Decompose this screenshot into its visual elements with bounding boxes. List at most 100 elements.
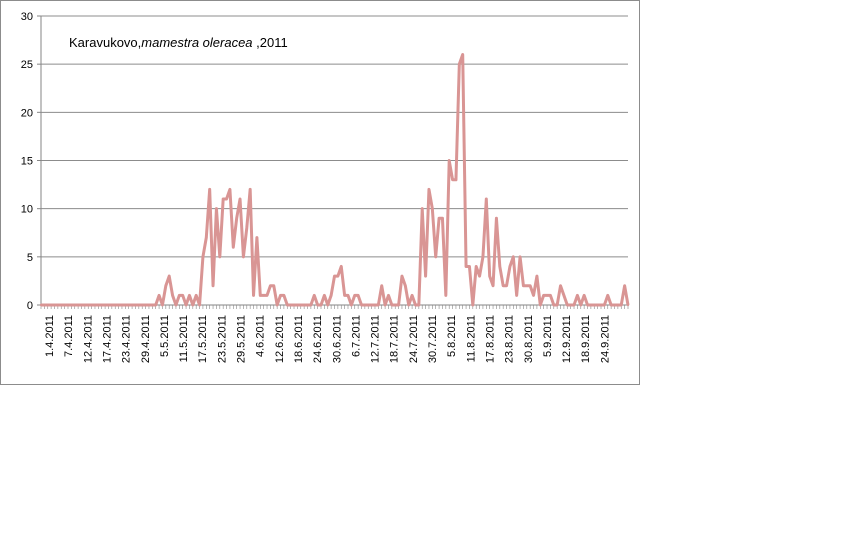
data-point bbox=[336, 274, 340, 278]
data-point bbox=[397, 303, 400, 307]
x-tick-label: 12.6.2011 bbox=[274, 315, 286, 363]
data-point bbox=[235, 217, 238, 220]
data-point bbox=[93, 303, 97, 307]
data-point bbox=[434, 255, 437, 259]
data-point bbox=[566, 303, 569, 307]
data-point bbox=[198, 303, 201, 307]
data-point bbox=[76, 303, 80, 307]
data-point bbox=[265, 294, 269, 297]
data-point bbox=[626, 303, 630, 307]
data-point bbox=[218, 255, 221, 259]
data-point bbox=[343, 294, 346, 297]
data-point bbox=[383, 303, 387, 307]
data-point bbox=[56, 303, 60, 307]
x-tick-label: 6.7.2011 bbox=[350, 315, 362, 357]
data-point bbox=[596, 303, 599, 307]
data-point bbox=[424, 274, 427, 278]
data-point bbox=[505, 284, 508, 287]
data-point bbox=[286, 303, 289, 307]
data-point bbox=[127, 303, 130, 307]
data-point bbox=[329, 294, 333, 297]
data-point bbox=[103, 303, 107, 307]
data-point bbox=[272, 284, 275, 287]
data-point bbox=[623, 284, 626, 287]
chart-title-suffix: ,2011 bbox=[253, 35, 288, 50]
data-point bbox=[259, 294, 262, 297]
line-chart: 0 5 10 15 20 25 30 1.4.2011 7.4.2011 12.4.2011 17… bbox=[21, 11, 630, 363]
data-point bbox=[542, 294, 545, 297]
data-point bbox=[120, 303, 124, 307]
data-point bbox=[417, 303, 421, 307]
y-tick-label: 10 bbox=[21, 204, 33, 216]
data-point bbox=[70, 303, 73, 307]
data-point bbox=[46, 303, 49, 307]
data-point bbox=[144, 303, 147, 307]
data-point bbox=[448, 159, 451, 162]
data-point bbox=[282, 294, 286, 297]
data-point bbox=[360, 303, 363, 307]
data-point bbox=[60, 303, 63, 307]
data-point bbox=[117, 303, 120, 307]
data-point bbox=[613, 303, 616, 307]
y-tick-label: 5 bbox=[27, 252, 33, 264]
data-point bbox=[532, 294, 535, 297]
data-point bbox=[191, 303, 195, 307]
x-tick-label: 24.7.2011 bbox=[408, 315, 420, 363]
data-point bbox=[491, 284, 495, 287]
chart-title-prefix: Karavukovo, bbox=[69, 35, 141, 50]
data-point bbox=[441, 217, 444, 220]
data-point bbox=[313, 294, 316, 297]
data-point bbox=[167, 274, 171, 278]
chart-title: Karavukovo,mamestra oleracea ,2011 bbox=[69, 35, 288, 50]
data-point bbox=[512, 255, 515, 259]
data-point bbox=[184, 303, 188, 307]
data-point bbox=[373, 303, 377, 307]
data-point bbox=[151, 303, 154, 307]
y-tick-label: 0 bbox=[27, 300, 33, 312]
data-point bbox=[245, 226, 248, 230]
data-point bbox=[43, 303, 46, 307]
y-tick-label: 25 bbox=[21, 59, 33, 71]
data-point bbox=[454, 178, 458, 181]
x-tick-label: 7.4.2011 bbox=[63, 315, 75, 357]
x-tick-label: 23.4.2011 bbox=[121, 315, 133, 363]
data-point bbox=[620, 303, 623, 307]
data-point bbox=[252, 294, 255, 297]
x-tick-label: 18.9.2011 bbox=[580, 315, 592, 363]
data-point bbox=[603, 303, 606, 307]
data-point bbox=[296, 303, 299, 307]
data-point bbox=[87, 303, 90, 307]
data-point bbox=[356, 294, 360, 297]
data-point bbox=[306, 303, 309, 307]
data-point bbox=[232, 246, 235, 249]
data-point bbox=[539, 303, 542, 307]
data-point bbox=[458, 62, 461, 66]
chart-frame: 0 5 10 15 20 25 30 1.4.2011 7.4.2011 12.4.2011 17… bbox=[0, 0, 640, 385]
data-point bbox=[576, 294, 579, 297]
x-tick-label: 17.4.2011 bbox=[101, 315, 113, 363]
data-point bbox=[319, 303, 323, 307]
data-point bbox=[201, 255, 205, 259]
data-point bbox=[309, 303, 313, 307]
data-point bbox=[316, 303, 319, 307]
data-point bbox=[279, 294, 282, 297]
data-point bbox=[599, 303, 603, 307]
data-point bbox=[63, 303, 66, 307]
data-point bbox=[225, 197, 228, 201]
data-point bbox=[66, 303, 70, 307]
x-tick-label: 11.8.2011 bbox=[465, 315, 477, 362]
data-point bbox=[555, 303, 559, 307]
data-point bbox=[414, 303, 417, 307]
x-tick-label: 5.5.2011 bbox=[159, 315, 171, 357]
data-point bbox=[407, 303, 410, 307]
x-tick-label: 17.5.2011 bbox=[197, 315, 209, 363]
y-axis-ticks: 0 5 10 15 20 25 30 bbox=[21, 11, 41, 312]
data-point bbox=[211, 284, 215, 287]
data-point bbox=[178, 294, 181, 297]
data-point bbox=[528, 284, 532, 287]
data-point bbox=[353, 294, 356, 297]
data-point bbox=[488, 274, 491, 278]
data-point bbox=[468, 265, 471, 268]
data-point bbox=[137, 303, 141, 307]
data-point bbox=[333, 274, 336, 278]
